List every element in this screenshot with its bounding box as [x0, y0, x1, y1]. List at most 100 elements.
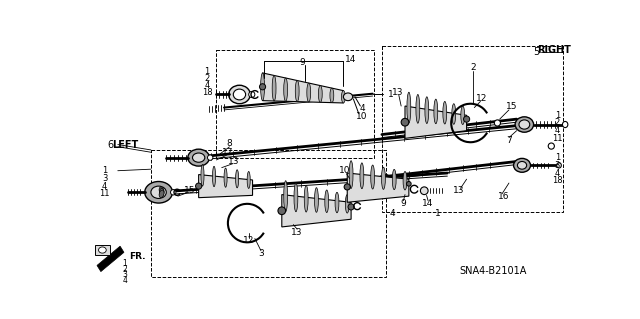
Text: 11: 11	[552, 134, 563, 143]
Ellipse shape	[304, 185, 308, 212]
Text: 13: 13	[453, 186, 465, 195]
Text: 4: 4	[389, 209, 395, 218]
Text: 2: 2	[122, 265, 127, 274]
Ellipse shape	[517, 161, 527, 169]
Ellipse shape	[314, 188, 318, 212]
Text: 4: 4	[555, 168, 560, 178]
Ellipse shape	[159, 187, 164, 195]
Ellipse shape	[403, 172, 407, 190]
Polygon shape	[97, 246, 124, 271]
Ellipse shape	[330, 88, 334, 103]
Ellipse shape	[236, 170, 239, 188]
Text: 1: 1	[435, 209, 440, 218]
Text: 1: 1	[555, 111, 560, 120]
Text: 12: 12	[243, 235, 254, 245]
Ellipse shape	[515, 117, 534, 132]
Text: 14: 14	[422, 199, 434, 208]
Text: 13: 13	[291, 228, 303, 237]
Text: 1: 1	[122, 259, 127, 268]
Text: 2: 2	[205, 74, 210, 83]
Ellipse shape	[201, 165, 204, 186]
Ellipse shape	[381, 167, 385, 189]
Ellipse shape	[224, 168, 227, 187]
Ellipse shape	[425, 97, 429, 123]
Text: 4: 4	[102, 182, 108, 191]
Text: 3: 3	[555, 161, 560, 170]
Ellipse shape	[159, 190, 164, 198]
Circle shape	[344, 184, 350, 190]
Polygon shape	[198, 174, 253, 198]
Text: 5: 5	[534, 47, 540, 57]
Text: 15: 15	[506, 101, 517, 111]
Text: 12: 12	[476, 94, 488, 103]
Text: 1: 1	[388, 90, 394, 99]
Text: 4: 4	[122, 276, 127, 285]
Text: 14: 14	[346, 55, 356, 63]
Ellipse shape	[392, 169, 396, 190]
Text: 10: 10	[339, 166, 351, 175]
Ellipse shape	[371, 165, 374, 189]
Ellipse shape	[193, 153, 205, 162]
Ellipse shape	[307, 83, 310, 102]
Ellipse shape	[260, 73, 264, 101]
Circle shape	[463, 116, 470, 122]
Text: 8: 8	[227, 139, 232, 148]
Ellipse shape	[557, 163, 561, 168]
Ellipse shape	[228, 85, 250, 104]
Ellipse shape	[324, 190, 329, 212]
Ellipse shape	[416, 94, 420, 123]
Ellipse shape	[234, 89, 246, 100]
Text: 16: 16	[498, 192, 509, 201]
Circle shape	[196, 183, 202, 189]
Ellipse shape	[295, 80, 299, 102]
Text: 1: 1	[102, 166, 108, 175]
Ellipse shape	[563, 122, 568, 128]
Text: 4: 4	[360, 104, 365, 113]
Ellipse shape	[342, 91, 346, 103]
Ellipse shape	[249, 92, 255, 98]
Text: 15: 15	[184, 186, 195, 195]
Ellipse shape	[452, 104, 456, 124]
Text: 1: 1	[205, 67, 210, 76]
Ellipse shape	[151, 186, 166, 198]
Ellipse shape	[294, 183, 298, 212]
Text: 2: 2	[470, 63, 476, 72]
Ellipse shape	[318, 85, 322, 102]
Circle shape	[548, 143, 554, 149]
Circle shape	[401, 118, 409, 126]
Ellipse shape	[212, 166, 216, 187]
Text: RIGHT: RIGHT	[537, 45, 570, 55]
Ellipse shape	[188, 149, 209, 166]
Text: LEFT: LEFT	[113, 139, 139, 150]
Text: 3: 3	[122, 270, 127, 279]
Ellipse shape	[247, 172, 250, 189]
Text: 13: 13	[392, 88, 403, 97]
Polygon shape	[348, 173, 409, 202]
Text: FR.: FR.	[129, 252, 146, 261]
Text: 4: 4	[205, 81, 210, 90]
Bar	[95, 245, 110, 256]
Ellipse shape	[99, 247, 106, 253]
Text: 3: 3	[102, 174, 108, 183]
Ellipse shape	[145, 182, 172, 203]
Text: 6: 6	[108, 139, 114, 150]
Circle shape	[278, 207, 285, 215]
Text: 9: 9	[300, 58, 305, 67]
Text: 4: 4	[555, 126, 560, 135]
Ellipse shape	[349, 161, 353, 189]
Ellipse shape	[159, 189, 164, 196]
Text: 18: 18	[552, 176, 563, 185]
Ellipse shape	[461, 106, 465, 124]
Ellipse shape	[272, 76, 276, 101]
Polygon shape	[282, 195, 351, 227]
Polygon shape	[405, 106, 467, 138]
Ellipse shape	[346, 195, 349, 213]
Text: 3: 3	[258, 249, 264, 258]
Ellipse shape	[360, 163, 364, 189]
Ellipse shape	[170, 189, 176, 195]
Ellipse shape	[284, 78, 287, 101]
Circle shape	[259, 84, 266, 90]
Text: 7: 7	[506, 136, 512, 145]
Text: 13: 13	[228, 157, 240, 166]
Ellipse shape	[344, 93, 353, 101]
